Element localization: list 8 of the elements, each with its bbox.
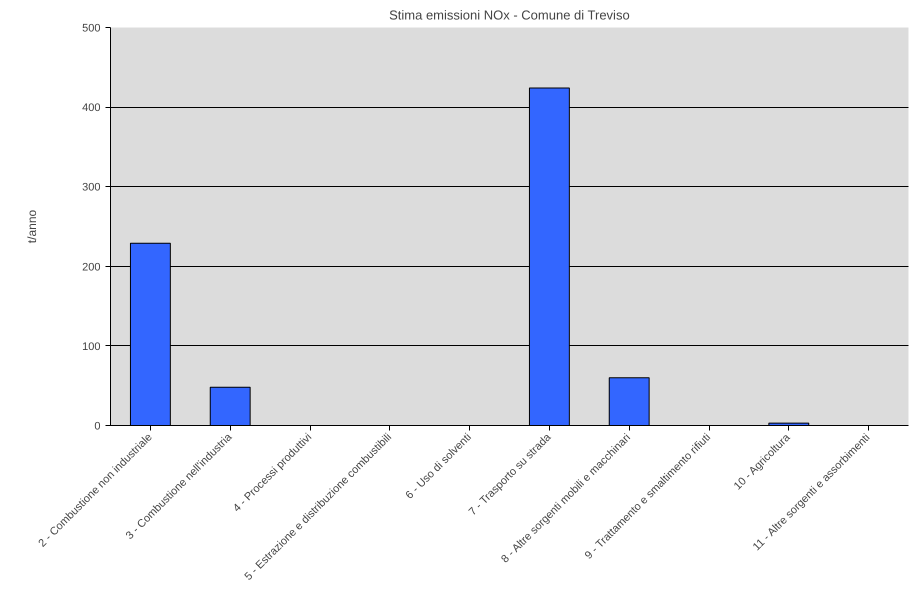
chart-title: Stima emissioni NOx - Comune di Treviso — [389, 8, 630, 22]
y-tick-label: 500 — [82, 22, 101, 34]
y-axis-title: t/anno — [25, 209, 40, 244]
y-tick-label: 400 — [82, 102, 101, 114]
y-tick-label: 300 — [82, 182, 101, 194]
y-tick-label: 200 — [82, 261, 101, 274]
y-tick-label: 0 — [94, 420, 101, 432]
y-tick-label: 100 — [82, 340, 101, 353]
